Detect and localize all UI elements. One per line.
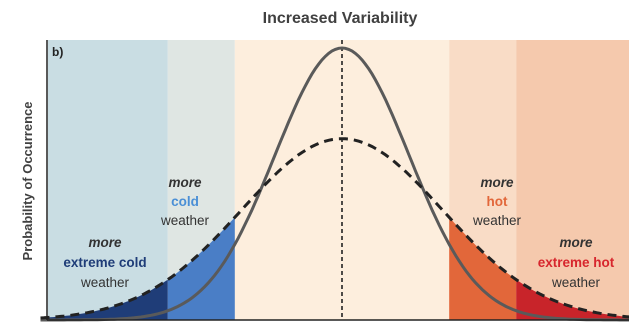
climate-region-bands xyxy=(48,40,629,320)
figure-title: Increased Variability xyxy=(263,10,418,27)
increased-variability-curve xyxy=(40,137,629,320)
extreme-cold-region xyxy=(48,40,168,320)
cold-label-weather: weather xyxy=(160,213,210,228)
extreme-hot-label-more: more xyxy=(559,235,593,250)
cold-fill xyxy=(167,217,235,320)
extreme-hot-fill xyxy=(516,279,629,320)
hot-label: hot xyxy=(487,194,508,209)
extreme-hot-region xyxy=(516,40,629,320)
original-distribution-curve xyxy=(40,46,629,322)
cold-label-more: more xyxy=(168,175,202,190)
extreme-hot-label: extreme hot xyxy=(538,255,615,270)
tail-fills xyxy=(40,217,629,320)
hot-fill xyxy=(449,217,517,320)
extreme-cold-label-weather: weather xyxy=(80,275,130,290)
hot-label-weather: weather xyxy=(472,213,522,228)
extreme-cold-label-more: more xyxy=(88,235,122,250)
hot-label-more: more xyxy=(480,175,514,190)
extreme-hot-label-weather: weather xyxy=(551,275,601,290)
cold-label: cold xyxy=(171,194,199,209)
panel-label: b) xyxy=(52,45,63,59)
extreme-cold-label: extreme cold xyxy=(63,255,146,270)
y-axis-label: Probability of Occurrence xyxy=(20,102,35,261)
extreme-cold-fill xyxy=(40,279,168,320)
